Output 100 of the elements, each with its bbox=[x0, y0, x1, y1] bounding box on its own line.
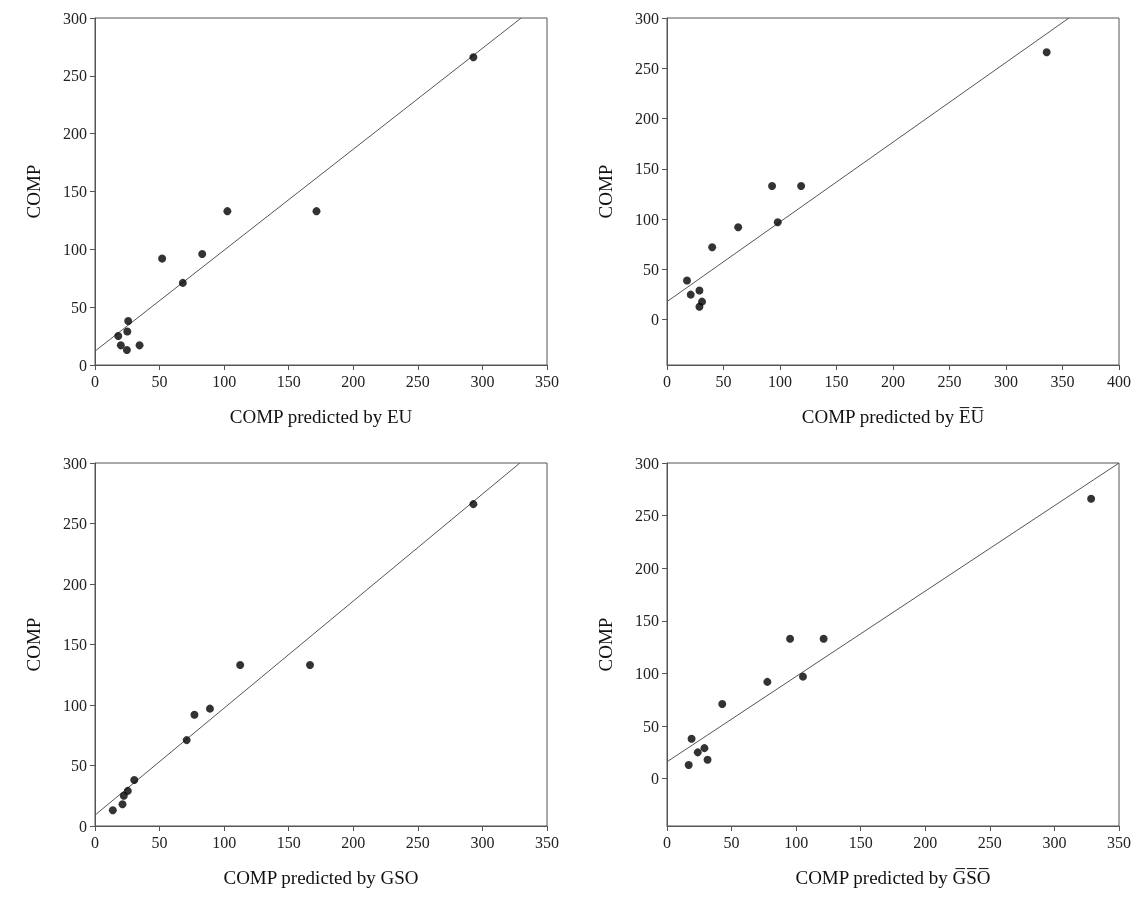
point bbox=[686, 290, 695, 299]
point bbox=[1087, 494, 1096, 503]
point bbox=[469, 53, 478, 62]
point bbox=[108, 806, 117, 815]
point bbox=[178, 278, 187, 287]
y-tick-label: 50 bbox=[71, 298, 87, 316]
y-tick-label: 250 bbox=[63, 515, 87, 532]
x-tick-label: 250 bbox=[405, 833, 430, 851]
point bbox=[819, 634, 828, 643]
point bbox=[695, 286, 704, 295]
x-tick-label: 100 bbox=[212, 833, 237, 851]
x-tick-label: 350 bbox=[535, 833, 559, 851]
x-tick-label: 300 bbox=[1042, 833, 1067, 851]
point bbox=[135, 341, 144, 350]
y-tick-label: 200 bbox=[63, 575, 87, 593]
y-tick-label: 300 bbox=[63, 454, 87, 472]
x-tick-label: 350 bbox=[535, 372, 559, 390]
x-tick-label: 300 bbox=[470, 833, 495, 851]
x-tick-label: 100 bbox=[784, 833, 809, 851]
point bbox=[205, 704, 214, 713]
point bbox=[116, 341, 125, 350]
x-tick-label: 50 bbox=[715, 372, 732, 390]
point bbox=[122, 345, 131, 354]
point bbox=[119, 791, 128, 800]
x-axis-title: COMP predicted by GSO bbox=[223, 867, 419, 888]
y-tick-label: 250 bbox=[63, 67, 87, 85]
y-tick-label: 150 bbox=[63, 183, 87, 200]
x-tick-label: 150 bbox=[848, 833, 873, 851]
y-tick-label: 250 bbox=[635, 59, 659, 77]
x-tick-label: 50 bbox=[151, 372, 168, 390]
point bbox=[687, 734, 696, 743]
point bbox=[190, 710, 199, 719]
point bbox=[684, 760, 693, 769]
x-tick-label: 0 bbox=[663, 372, 671, 390]
y-tick-label: 50 bbox=[643, 260, 659, 278]
point bbox=[236, 661, 245, 670]
point bbox=[683, 276, 691, 285]
y-tick-label: 0 bbox=[79, 356, 87, 374]
point bbox=[693, 748, 702, 757]
x-tick-label: 0 bbox=[91, 833, 99, 851]
point bbox=[124, 317, 133, 326]
x-tick-label: 300 bbox=[470, 372, 495, 390]
y-tick-label: 200 bbox=[63, 125, 87, 143]
y-tick-label: 150 bbox=[635, 160, 659, 178]
y-tick-label: 0 bbox=[79, 817, 87, 835]
point bbox=[734, 223, 743, 232]
point bbox=[306, 661, 315, 670]
y-tick-label: 200 bbox=[635, 110, 659, 128]
y-tick-label: 300 bbox=[635, 9, 659, 27]
point bbox=[763, 677, 772, 686]
x-tick-label: 300 bbox=[994, 372, 1018, 390]
point bbox=[223, 207, 232, 216]
y-tick-label: 50 bbox=[71, 757, 87, 774]
y-tick-label: 250 bbox=[635, 507, 659, 525]
y-tick-label: 100 bbox=[63, 240, 87, 258]
point bbox=[708, 243, 717, 252]
y-tick-label: 100 bbox=[635, 664, 659, 682]
x-tick-label: 250 bbox=[937, 372, 962, 390]
x-tick-label: 200 bbox=[341, 372, 366, 390]
y-tick-label: 200 bbox=[635, 559, 659, 577]
x-tick-label: 250 bbox=[977, 833, 1002, 851]
point bbox=[198, 249, 207, 258]
y-tick-label: 0 bbox=[651, 770, 659, 788]
x-tick-label: 400 bbox=[1107, 372, 1131, 390]
y-tick-label: 150 bbox=[63, 636, 87, 653]
x-tick-label: 200 bbox=[341, 833, 366, 851]
x-tick-label: 0 bbox=[91, 372, 99, 390]
x-axis-title: COMP predicted by EU bbox=[229, 406, 413, 427]
y-tick-label: 0 bbox=[651, 311, 659, 329]
point bbox=[114, 332, 123, 341]
x-tick-label: 350 bbox=[1107, 833, 1131, 851]
y-tick-label: 100 bbox=[635, 210, 659, 228]
x-tick-label: 150 bbox=[824, 372, 849, 390]
y-tick-label: 50 bbox=[643, 717, 659, 735]
x-tick-label: 150 bbox=[276, 372, 301, 390]
point bbox=[130, 776, 139, 785]
x-tick-label: 50 bbox=[723, 833, 740, 851]
x-tick-label: 350 bbox=[1050, 372, 1075, 390]
point bbox=[768, 181, 777, 190]
y-tick-label: 300 bbox=[635, 454, 659, 472]
y-tick-label: 100 bbox=[63, 696, 87, 714]
point bbox=[1042, 48, 1051, 57]
x-axis-title: COMP predicted by E̅U̅ bbox=[801, 406, 985, 427]
y-axis-title: COMP bbox=[595, 617, 616, 672]
point bbox=[123, 327, 132, 336]
y-tick-label: 150 bbox=[635, 612, 659, 630]
point bbox=[799, 672, 807, 681]
x-tick-label: 250 bbox=[405, 372, 430, 390]
y-axis-title: COMP bbox=[23, 617, 44, 672]
point bbox=[695, 302, 704, 311]
point bbox=[797, 181, 806, 190]
point bbox=[312, 207, 321, 216]
y-axis-title: COMP bbox=[23, 164, 44, 219]
point bbox=[700, 744, 709, 753]
x-tick-label: 0 bbox=[663, 833, 671, 851]
point bbox=[182, 736, 191, 745]
x-tick-label: 200 bbox=[881, 372, 905, 390]
x-axis-title: COMP predicted by G̅S̅O̅ bbox=[795, 867, 991, 888]
x-tick-label: 150 bbox=[276, 833, 301, 851]
point bbox=[786, 634, 795, 643]
